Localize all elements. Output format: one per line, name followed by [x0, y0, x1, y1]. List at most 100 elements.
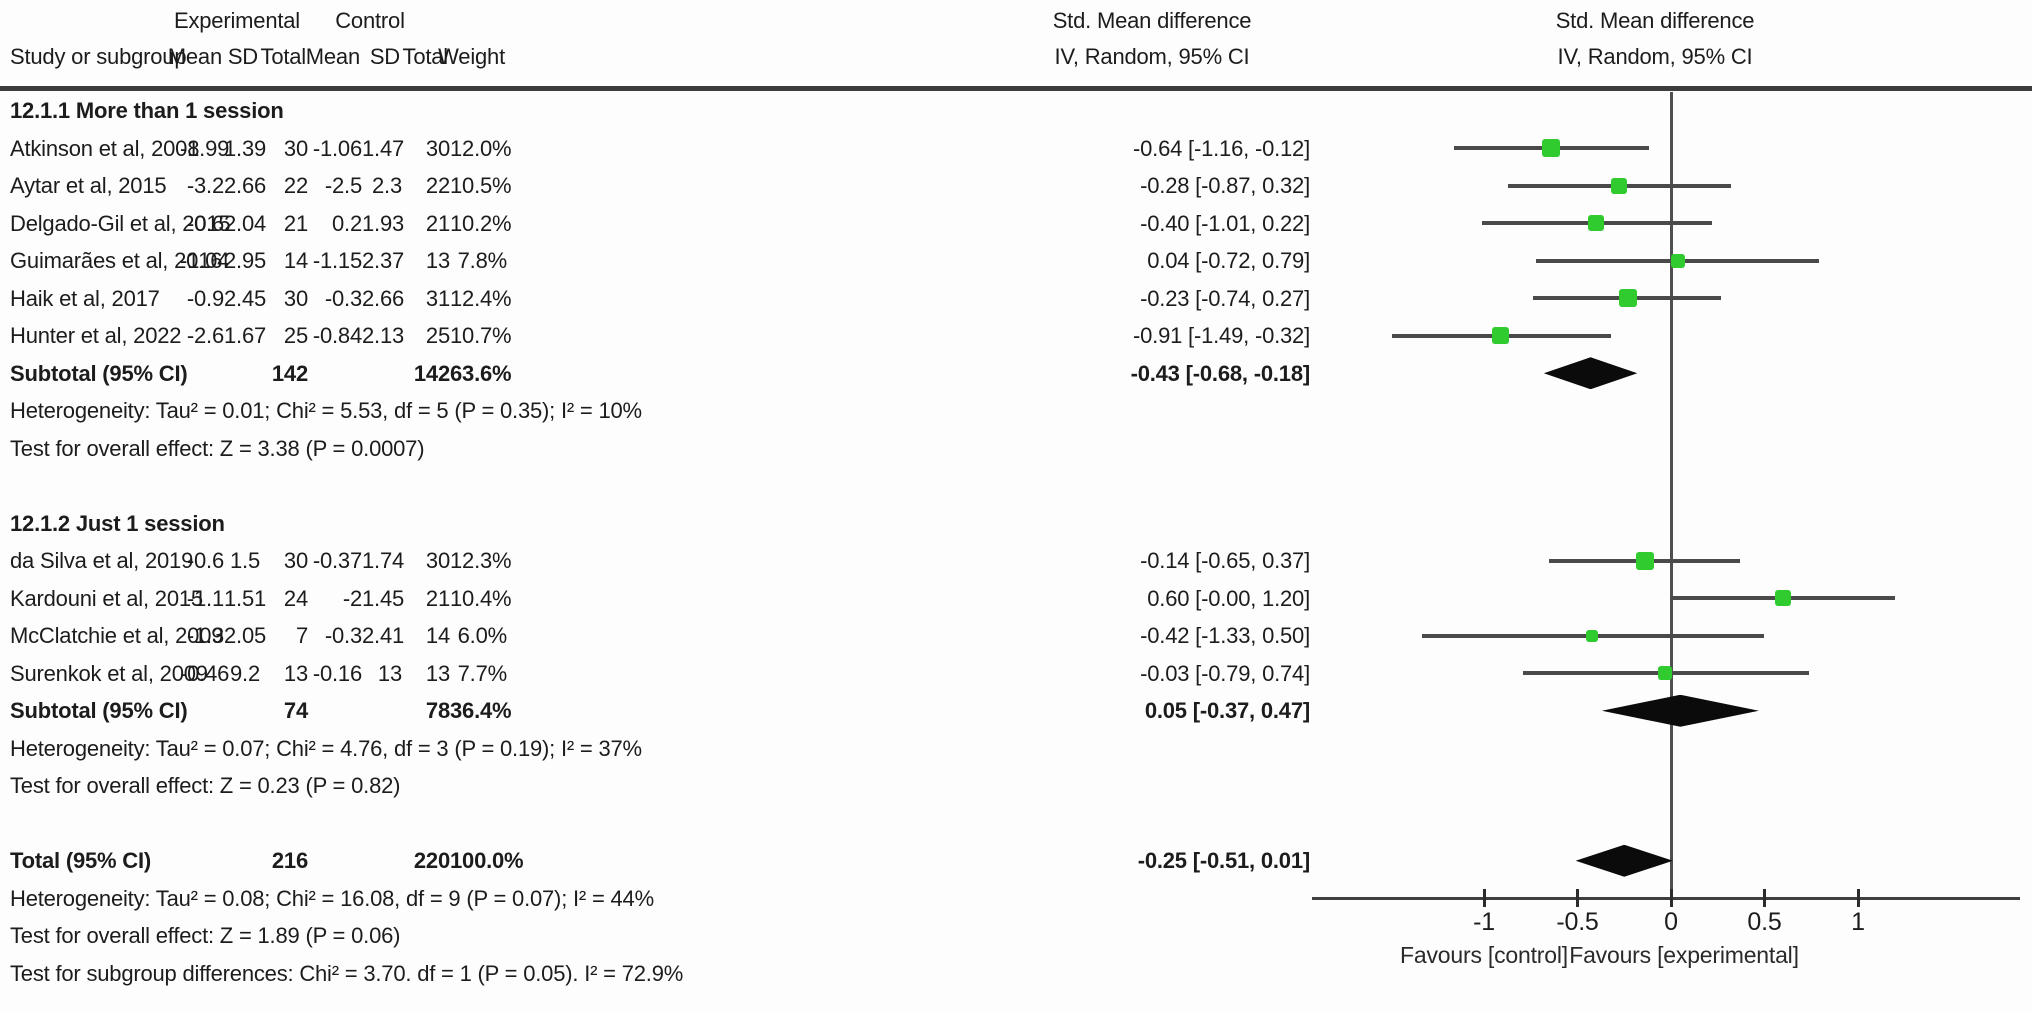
- cell-t1: 21: [283, 210, 308, 236]
- col-header-plot-line2: IV, Random, 95% CI: [1557, 44, 1753, 69]
- col-header-weight: Weight: [438, 44, 505, 69]
- subtotal-row: Subtotal (95% CI) 142 142 63.6% -0.43 [-0.68…: [0, 355, 1310, 393]
- cell-w: 7.8%: [457, 248, 508, 273]
- col-header-plot-line1: Std. Mean difference: [1555, 8, 1755, 33]
- cell-m2: -2.5: [324, 173, 362, 198]
- cell-study: Subtotal (95% CI): [10, 698, 188, 723]
- cell-m1: -0.46: [180, 660, 230, 686]
- cell-ci: -0.64 [-1.16, -0.12]: [1133, 135, 1310, 161]
- cell-t1: 142: [271, 360, 308, 386]
- subtotal-diamond: [1543, 357, 1638, 390]
- note-text: Test for overall effect: Z = 0.23 (P = 0…: [10, 773, 401, 798]
- note-row: Heterogeneity: Tau² = 0.07; Chi² = 4.76,…: [0, 730, 1310, 768]
- cell-t1: 30: [283, 135, 308, 161]
- cell-ci: -0.23 [-0.74, 0.27]: [1140, 285, 1310, 311]
- cell-w: 10.4%: [450, 585, 512, 611]
- cell-study: McClatchie et al, 2009: [10, 623, 224, 648]
- cell-sd2: 2.66: [362, 285, 405, 311]
- cell-sd2: [362, 842, 402, 880]
- cell-study: Subtotal (95% CI): [10, 360, 188, 386]
- cell-w: 6.0%: [457, 623, 508, 648]
- cell-study: Total (95% CI): [10, 848, 152, 873]
- cell-ci: -0.40 [-1.01, 0.22]: [1140, 210, 1310, 236]
- axis-tick: [1482, 889, 1486, 907]
- cell-m1: -0.6: [186, 210, 224, 236]
- cell-m2: -0.3: [324, 285, 362, 311]
- cell-t2: 31: [425, 285, 450, 311]
- cell-m1: -1.3: [186, 623, 224, 648]
- cell-ci: -0.43 [-0.68, -0.18]: [1130, 360, 1311, 386]
- ci-line: [1536, 258, 1819, 263]
- col-header-study: Study or subgroup: [10, 44, 187, 69]
- col-header-ctrl-mean: Mean: [305, 44, 360, 69]
- note-text: Test for subgroup differences: Chi² = 3.…: [10, 960, 684, 986]
- col-header-exp-mean: Mean: [167, 44, 222, 69]
- cell-m1: -1.99: [180, 135, 230, 161]
- cell-study: Guimarães et al, 2016: [10, 248, 223, 273]
- col-header-exp-sd: SD: [227, 44, 258, 69]
- cell-t2: 13: [425, 248, 450, 273]
- ci-line: [1549, 558, 1741, 563]
- note-text: Test for overall effect: Z = 3.38 (P = 0…: [10, 435, 425, 461]
- effect-marker: [1775, 590, 1792, 607]
- cell-ci: -0.14 [-0.65, 0.37]: [1140, 548, 1310, 573]
- effect-marker: [1542, 139, 1561, 158]
- cell-w: 12.4%: [450, 285, 512, 311]
- cell-t1: 216: [271, 848, 308, 873]
- cell-t2: 13: [425, 660, 450, 686]
- ci-line: [1482, 221, 1713, 226]
- cell-sd1: [224, 692, 260, 730]
- study-row: Hunter et al, 2022 -2.6 1.67 25 -0.84 2.13 25 1…: [0, 317, 1310, 355]
- cell-sd2: [362, 355, 402, 393]
- axis-tick-label: 0: [1664, 908, 1678, 936]
- cell-study: da Silva et al, 2019: [10, 548, 194, 573]
- cell-w: 10.7%: [450, 323, 512, 348]
- cell-sd1: 2.45: [224, 285, 267, 311]
- cell-m1: [180, 692, 224, 730]
- note-row: Test for subgroup differences: Chi² = 3.…: [0, 955, 1310, 993]
- cell-m1: -3.2: [186, 173, 224, 198]
- note-row: Test for overall effect: Z = 3.38 (P = 0…: [0, 430, 1310, 468]
- cell-w: 36.4%: [450, 698, 512, 723]
- cell-m2: [308, 842, 362, 880]
- ci-line: [1523, 671, 1810, 676]
- cell-sd1: 1.51: [224, 585, 267, 611]
- study-row: Kardouni et al, 2015 -1.1 1.51 24 -2 1.45 21 10…: [0, 580, 1310, 618]
- cell-m1: -0.6: [186, 548, 224, 573]
- cell-study: Haik et al, 2017: [10, 285, 160, 311]
- cell-sd1: 9.2: [230, 660, 260, 686]
- col-header-effect-line2: IV, Random, 95% CI: [1054, 44, 1250, 69]
- subtotal-diamond: [1601, 694, 1759, 727]
- axis-tick-label: -1: [1473, 908, 1495, 936]
- axis-tick: [1763, 889, 1766, 907]
- cell-sd1: 2.95: [224, 248, 267, 273]
- cell-t2: 78: [425, 698, 450, 723]
- cell-study: Delgado-Gil et al, 2015: [10, 210, 231, 236]
- cell-ci: -0.03 [-0.79, 0.74]: [1140, 660, 1310, 686]
- cell-sd2: [362, 692, 402, 730]
- note-text: Heterogeneity: Tau² = 0.01; Chi² = 5.53,…: [10, 398, 642, 423]
- cell-sd2: 13: [377, 660, 402, 686]
- total-row: Total (95% CI) 216 220 100.0% -0.25 [-0.51, …: [0, 842, 1310, 880]
- favours-experimental-label: Favours [experimental]: [1569, 942, 1799, 968]
- note-text: Heterogeneity: Tau² = 0.07; Chi² = 4.76,…: [10, 735, 642, 761]
- cell-t2: 30: [425, 135, 450, 161]
- cell-m2: [308, 355, 362, 393]
- cell-m2: -0.16: [312, 660, 362, 686]
- favours-control-label: Favours [control]: [1400, 942, 1568, 968]
- cell-m1: -2.6: [186, 323, 224, 348]
- cell-t2: 22: [425, 173, 450, 198]
- cell-m2: -0.37: [312, 548, 362, 573]
- ci-line: [1392, 333, 1612, 338]
- zero-reference-line: [1669, 92, 1673, 898]
- note-row: Test for overall effect: Z = 1.89 (P = 0…: [0, 917, 1310, 955]
- cell-t2: 21: [425, 210, 450, 236]
- cell-m2: -1.15: [312, 248, 362, 273]
- study-table: 12.1.1 More than 1 session Atkinson et al…: [0, 92, 1310, 992]
- effect-marker: [1671, 253, 1686, 268]
- cell-t1: 7: [295, 623, 308, 648]
- cell-t2: 30: [425, 548, 450, 573]
- cell-t1: 30: [283, 548, 308, 573]
- cell-sd1: 1.5: [230, 548, 260, 573]
